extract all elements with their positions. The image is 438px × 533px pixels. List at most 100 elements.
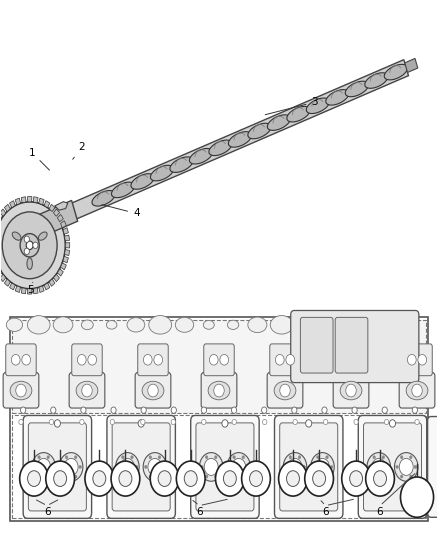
Circle shape bbox=[228, 465, 231, 469]
Circle shape bbox=[367, 453, 391, 481]
FancyBboxPatch shape bbox=[3, 373, 39, 408]
Circle shape bbox=[276, 354, 284, 365]
Circle shape bbox=[305, 461, 333, 496]
Circle shape bbox=[20, 461, 48, 496]
Circle shape bbox=[148, 458, 162, 475]
FancyBboxPatch shape bbox=[138, 344, 168, 376]
Circle shape bbox=[74, 456, 77, 459]
Circle shape bbox=[400, 456, 403, 459]
Circle shape bbox=[280, 384, 290, 397]
Circle shape bbox=[414, 465, 417, 469]
Circle shape bbox=[47, 475, 49, 478]
Circle shape bbox=[215, 475, 217, 478]
Circle shape bbox=[232, 419, 237, 425]
Circle shape bbox=[47, 456, 49, 459]
Circle shape bbox=[233, 456, 235, 459]
Circle shape bbox=[242, 456, 244, 459]
Circle shape bbox=[158, 475, 161, 478]
Ellipse shape bbox=[39, 232, 47, 240]
Circle shape bbox=[28, 471, 40, 487]
Circle shape bbox=[33, 242, 38, 248]
Circle shape bbox=[372, 458, 386, 475]
Ellipse shape bbox=[12, 232, 21, 240]
Polygon shape bbox=[53, 274, 60, 281]
Circle shape bbox=[285, 465, 287, 469]
Ellipse shape bbox=[248, 317, 267, 333]
FancyBboxPatch shape bbox=[336, 344, 366, 376]
Circle shape bbox=[38, 475, 40, 478]
Circle shape bbox=[382, 475, 385, 478]
Circle shape bbox=[22, 354, 31, 365]
Circle shape bbox=[201, 407, 207, 414]
Polygon shape bbox=[228, 132, 251, 147]
Circle shape bbox=[286, 471, 300, 487]
Circle shape bbox=[171, 407, 177, 414]
Circle shape bbox=[410, 456, 412, 459]
FancyBboxPatch shape bbox=[28, 423, 86, 511]
Circle shape bbox=[286, 354, 295, 365]
Circle shape bbox=[205, 456, 208, 459]
Circle shape bbox=[352, 354, 360, 365]
Circle shape bbox=[163, 465, 165, 469]
Circle shape bbox=[368, 465, 371, 469]
Circle shape bbox=[306, 419, 312, 427]
Circle shape bbox=[231, 407, 237, 414]
Circle shape bbox=[154, 354, 162, 365]
Circle shape bbox=[261, 407, 267, 414]
Circle shape bbox=[354, 419, 358, 425]
Circle shape bbox=[220, 354, 229, 365]
Circle shape bbox=[32, 453, 55, 481]
Polygon shape bbox=[64, 235, 70, 241]
Ellipse shape bbox=[6, 318, 23, 332]
Circle shape bbox=[317, 475, 319, 478]
Circle shape bbox=[373, 456, 375, 459]
FancyBboxPatch shape bbox=[267, 373, 303, 408]
Circle shape bbox=[111, 461, 140, 496]
Circle shape bbox=[330, 465, 333, 469]
Circle shape bbox=[85, 461, 114, 496]
Circle shape bbox=[279, 461, 307, 496]
Polygon shape bbox=[248, 123, 271, 139]
Text: 4: 4 bbox=[102, 205, 140, 219]
Polygon shape bbox=[33, 288, 38, 294]
Polygon shape bbox=[28, 197, 32, 202]
Circle shape bbox=[373, 475, 375, 478]
Circle shape bbox=[117, 465, 120, 469]
Circle shape bbox=[387, 465, 389, 469]
Polygon shape bbox=[55, 201, 68, 210]
Circle shape bbox=[16, 384, 26, 397]
Circle shape bbox=[0, 202, 65, 289]
Polygon shape bbox=[111, 182, 134, 198]
Text: 6: 6 bbox=[196, 507, 203, 517]
Circle shape bbox=[205, 475, 208, 478]
Circle shape bbox=[54, 471, 67, 487]
Circle shape bbox=[412, 384, 422, 397]
Circle shape bbox=[51, 407, 56, 414]
FancyBboxPatch shape bbox=[107, 415, 175, 519]
Circle shape bbox=[131, 456, 133, 459]
Circle shape bbox=[288, 458, 302, 475]
Circle shape bbox=[415, 419, 419, 425]
Circle shape bbox=[11, 354, 20, 365]
Circle shape bbox=[303, 465, 305, 469]
FancyBboxPatch shape bbox=[333, 373, 369, 408]
Polygon shape bbox=[326, 90, 349, 105]
Circle shape bbox=[158, 456, 161, 459]
Circle shape bbox=[298, 475, 301, 478]
Circle shape bbox=[46, 461, 74, 496]
Circle shape bbox=[24, 248, 29, 255]
Polygon shape bbox=[287, 107, 310, 122]
Circle shape bbox=[323, 419, 328, 425]
Polygon shape bbox=[44, 283, 50, 290]
FancyBboxPatch shape bbox=[270, 344, 300, 376]
Polygon shape bbox=[0, 269, 2, 276]
FancyBboxPatch shape bbox=[204, 344, 234, 376]
Circle shape bbox=[292, 407, 297, 414]
Circle shape bbox=[149, 475, 152, 478]
Polygon shape bbox=[35, 200, 78, 237]
Ellipse shape bbox=[208, 381, 230, 400]
Circle shape bbox=[38, 456, 40, 459]
FancyBboxPatch shape bbox=[191, 415, 259, 519]
Circle shape bbox=[64, 458, 78, 475]
Polygon shape bbox=[0, 214, 2, 222]
